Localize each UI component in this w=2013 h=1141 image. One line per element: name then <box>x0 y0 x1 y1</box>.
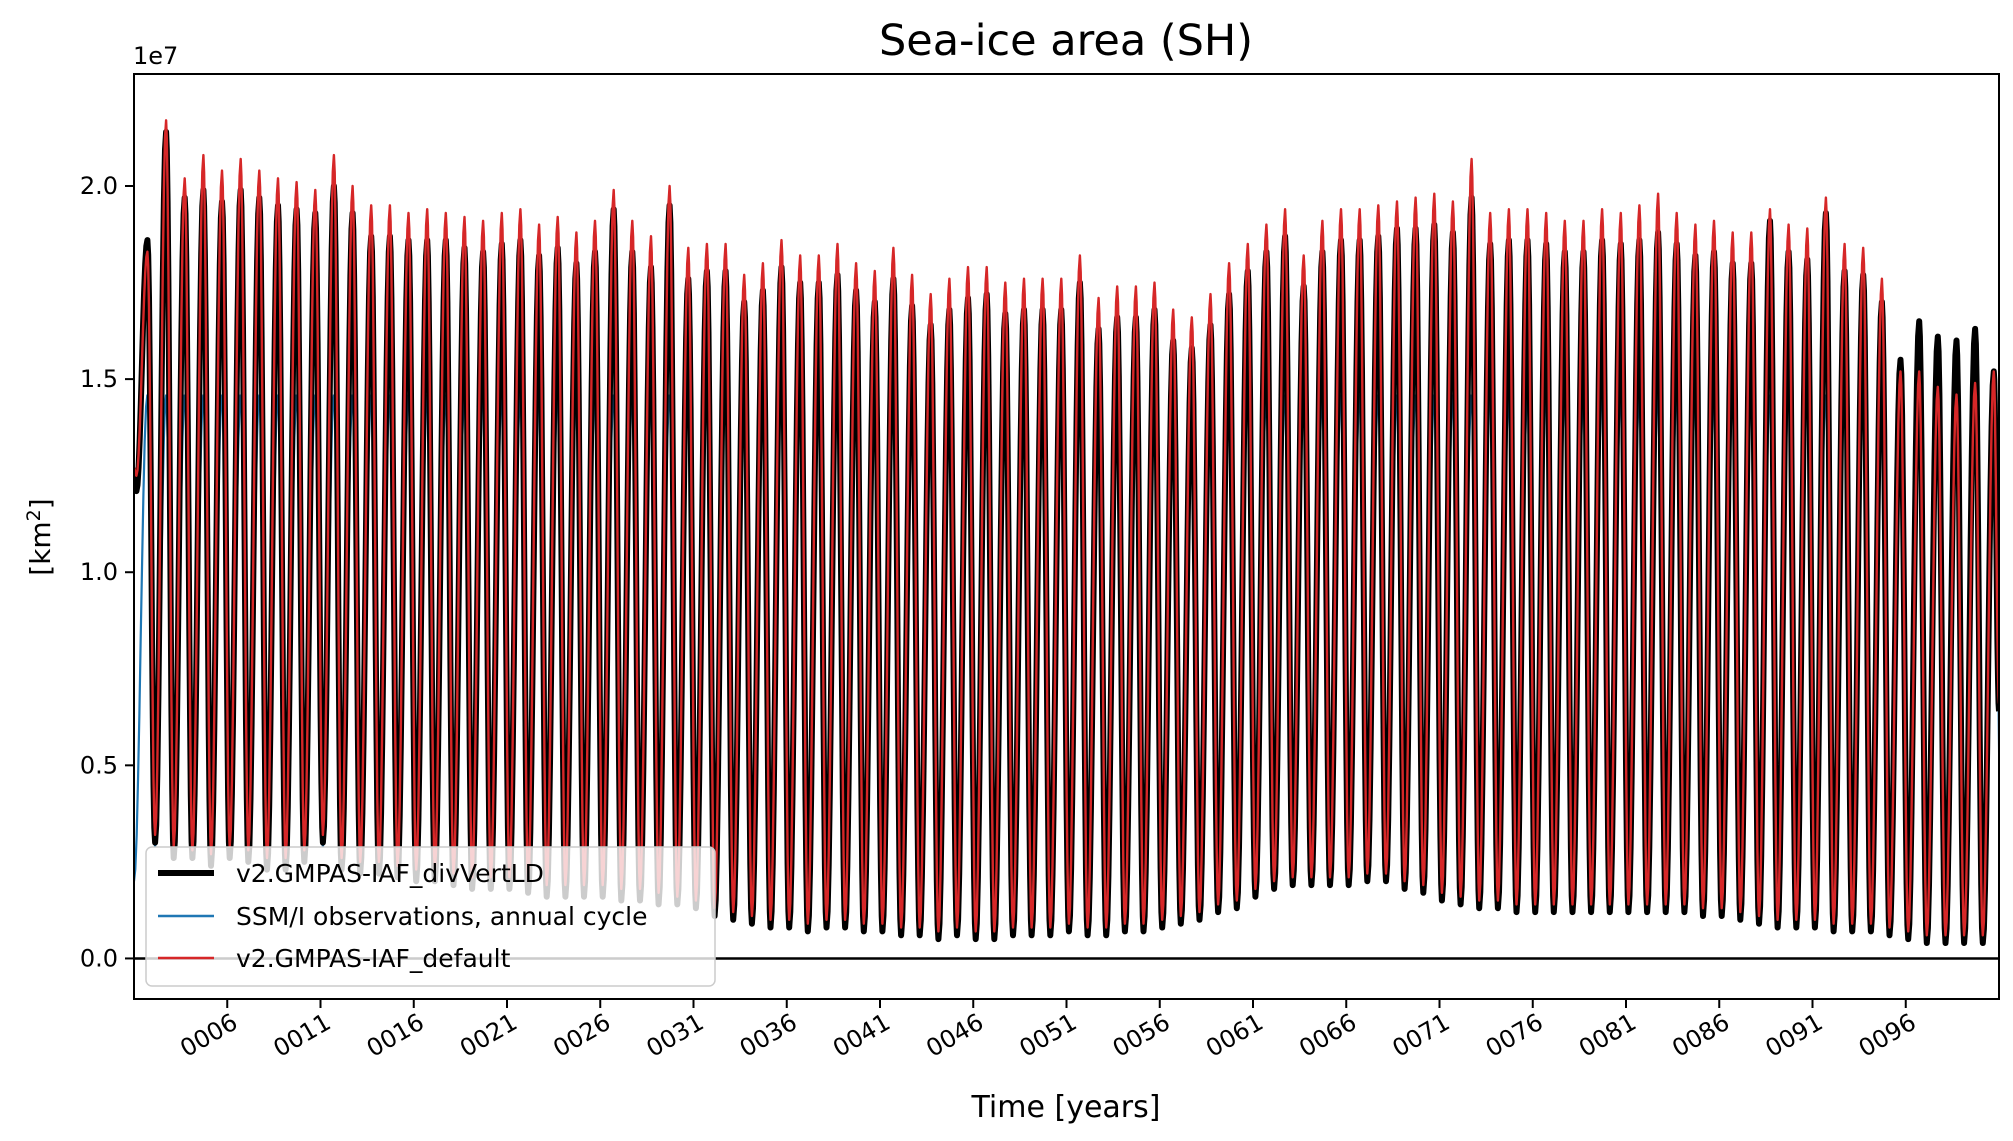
series-line-default <box>134 119 1999 937</box>
legend: v2.GMPAS-IAF_divVertLD SSM/I observation… <box>145 846 716 987</box>
y-tick-label-2: 1.0 <box>80 558 118 586</box>
y-tick-label-1: 0.5 <box>80 751 118 779</box>
legend-label-divvertld: v2.GMPAS-IAF_divVertLD <box>236 859 544 888</box>
x-axis-label: Time [years] <box>971 1090 1161 1125</box>
y-offset-text: 1e7 <box>133 42 178 70</box>
y-tick-label-4: 2.0 <box>80 172 118 200</box>
legend-label-default: v2.GMPAS-IAF_default <box>236 944 511 973</box>
y-axis-label-sup: 2 <box>23 509 45 521</box>
y-axis: 0.0 0.5 1.0 1.5 2.0 <box>80 172 134 972</box>
series-layer <box>134 119 1999 946</box>
legend-box <box>145 846 716 987</box>
legend-label-ssmi: SSM/I observations, annual cycle <box>236 902 648 931</box>
y-tick-label-3: 1.5 <box>80 365 118 393</box>
y-axis-label-close: ] <box>24 498 57 509</box>
y-tick-label-0: 0.0 <box>80 944 118 972</box>
y-axis-label-main: [km <box>24 521 57 575</box>
y-axis-label: [km2] <box>23 498 57 575</box>
chart-title: Sea-ice area (SH) <box>879 16 1253 66</box>
